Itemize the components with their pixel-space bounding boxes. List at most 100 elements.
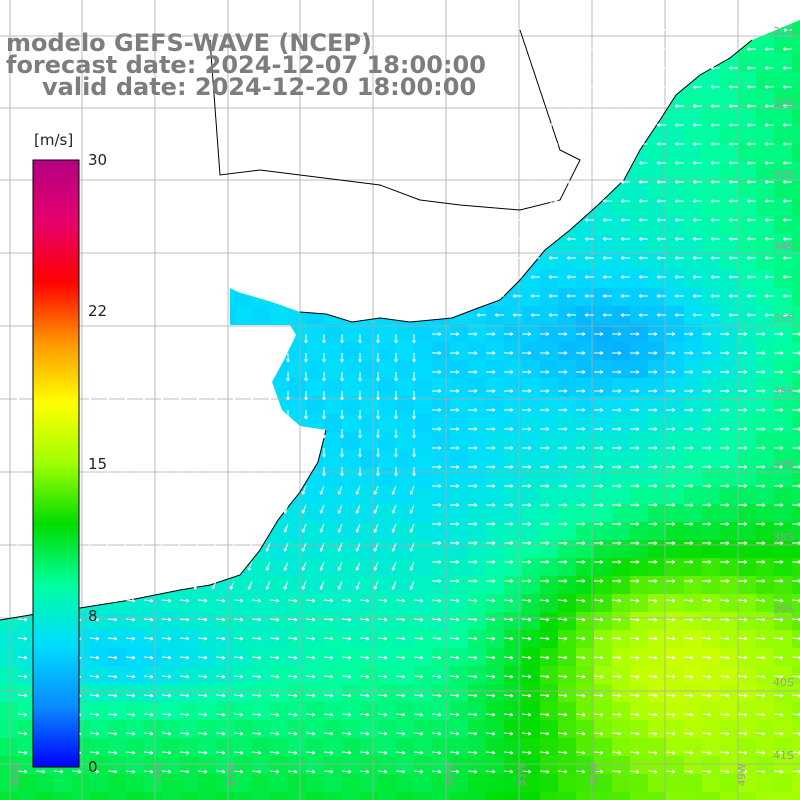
wind-cell	[792, 72, 800, 90]
wind-cell	[756, 126, 774, 144]
wind-cell	[324, 486, 342, 504]
wind-cell	[468, 378, 486, 396]
lon-label: 51W	[589, 763, 600, 786]
wind-cell	[702, 324, 720, 342]
wind-arrow-icon	[728, 142, 738, 146]
wind-arrow-icon	[548, 180, 558, 184]
wind-cell	[450, 378, 468, 396]
wind-cell	[162, 612, 180, 630]
wind-arrow-icon	[584, 47, 594, 51]
wind-cell	[162, 720, 180, 738]
wind-cell	[630, 756, 648, 774]
wind-cell	[576, 378, 594, 396]
wind-cell	[396, 324, 414, 342]
wind-cell	[702, 216, 720, 234]
wind-cell	[288, 630, 306, 648]
wind-cell	[684, 162, 702, 180]
wind-cell	[630, 738, 648, 756]
wind-cell	[612, 576, 630, 594]
wind-cell	[198, 612, 216, 630]
wind-cell	[414, 594, 432, 612]
wind-cell	[558, 558, 576, 576]
wind-cell	[738, 90, 756, 108]
wind-cell	[306, 774, 324, 792]
wind-cell	[702, 162, 720, 180]
wind-cell	[666, 756, 684, 774]
wind-cell	[720, 378, 738, 396]
wind-cell	[342, 684, 360, 702]
wind-cell	[576, 324, 594, 342]
wind-arrow-icon	[764, 66, 774, 70]
wind-cell	[288, 738, 306, 756]
wind-cell	[126, 648, 144, 666]
wind-cell	[396, 594, 414, 612]
wind-cell	[630, 774, 648, 792]
wind-cell	[630, 432, 648, 450]
wind-cell	[414, 684, 432, 702]
wind-arrow-icon	[584, 161, 594, 165]
wind-cell	[432, 504, 450, 522]
wind-cell	[792, 396, 800, 414]
wind-cell	[594, 738, 612, 756]
wind-arrow-icon	[764, 180, 774, 184]
wind-cell	[162, 738, 180, 756]
wind-cell	[504, 666, 522, 684]
wind-cell	[486, 720, 504, 738]
wind-cell	[666, 288, 684, 306]
wind-cell	[378, 396, 396, 414]
wind-cell	[594, 432, 612, 450]
wind-cell	[288, 342, 306, 360]
wind-arrow-icon	[566, 142, 576, 146]
wind-cell	[774, 342, 792, 360]
wind-cell	[342, 450, 360, 468]
wind-arrow-icon	[692, 28, 702, 32]
lat-label: 35S	[773, 312, 794, 325]
wind-cell	[504, 702, 522, 720]
wind-cell	[324, 378, 342, 396]
wind-cell	[144, 774, 162, 792]
wind-cell	[306, 576, 324, 594]
wind-arrow-icon	[656, 142, 666, 146]
wind-cell	[648, 648, 666, 666]
wind-cell	[342, 522, 360, 540]
wind-cell	[432, 666, 450, 684]
wind-cell	[522, 270, 540, 288]
wind-cell	[288, 702, 306, 720]
wind-cell	[108, 738, 126, 756]
wind-cell	[432, 324, 450, 342]
wind-cell	[756, 540, 774, 558]
wind-cell	[126, 792, 144, 800]
wind-arrow-icon	[566, 218, 576, 222]
wind-cell	[468, 630, 486, 648]
wind-cell	[198, 666, 216, 684]
wind-cell	[756, 342, 774, 360]
wind-cell	[288, 576, 306, 594]
wind-cell	[486, 594, 504, 612]
wind-arrow-icon	[710, 161, 720, 165]
wind-cell	[306, 522, 324, 540]
wind-cell	[738, 126, 756, 144]
wind-arrow-icon	[746, 47, 756, 51]
wind-cell	[126, 738, 144, 756]
border-line	[209, 29, 581, 211]
wind-cell	[90, 702, 108, 720]
wind-arrow-icon	[656, 104, 666, 108]
wind-cell	[756, 774, 774, 792]
wind-cell	[162, 792, 180, 800]
wind-cell	[558, 540, 576, 558]
wind-cell	[270, 666, 288, 684]
wind-cell	[234, 666, 252, 684]
wind-cell	[702, 342, 720, 360]
wind-cell	[324, 414, 342, 432]
wind-cell	[684, 450, 702, 468]
wind-cell	[414, 720, 432, 738]
wind-cell	[324, 702, 342, 720]
wind-cell	[378, 738, 396, 756]
wind-cell	[612, 324, 630, 342]
wind-cell	[450, 522, 468, 540]
wind-cell	[738, 432, 756, 450]
wind-cell	[288, 522, 306, 540]
wind-cell	[594, 558, 612, 576]
wind-cell	[594, 612, 612, 630]
